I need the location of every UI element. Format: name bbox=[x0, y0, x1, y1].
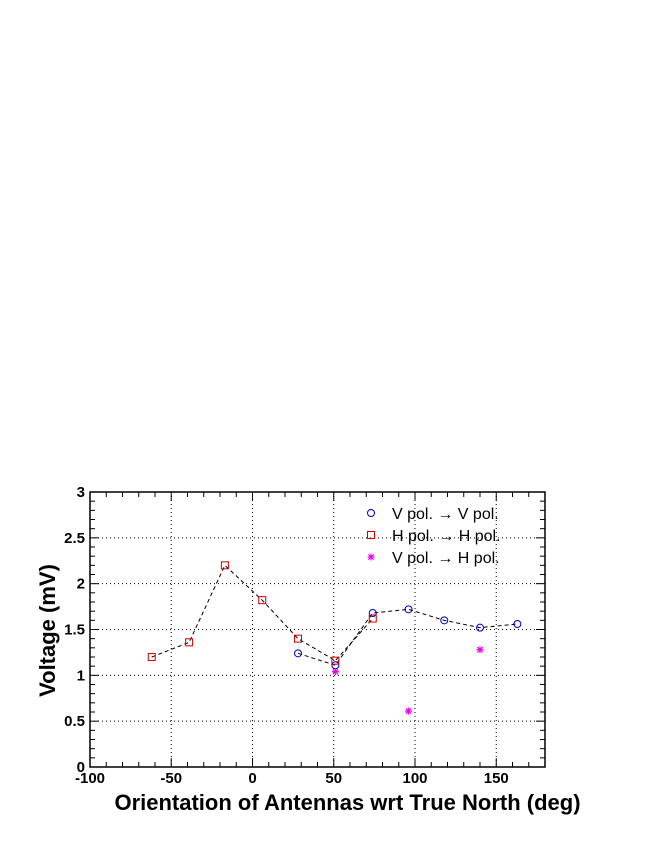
data-point-star bbox=[476, 646, 484, 654]
data-point-square bbox=[368, 614, 377, 623]
data-point-square bbox=[331, 656, 340, 665]
x-axis-title: Orientation of Antennas wrt True North (… bbox=[114, 790, 580, 815]
legend: V pol. → V pol. H pol. → H pol. V pol. → H… bbox=[367, 506, 500, 567]
y-tick-label: 1.5 bbox=[64, 622, 85, 639]
x-tick-label: -100 bbox=[75, 770, 105, 787]
data-point-square bbox=[258, 596, 267, 605]
data-point-circle bbox=[368, 609, 377, 617]
y-axis-title: Voltage (mV) bbox=[35, 564, 60, 697]
y-tick-label: 2.5 bbox=[64, 530, 85, 547]
axes: -100 -50 0 50 100 150 0 0.5 1 1.5 2 2.5 3 bbox=[64, 484, 546, 787]
x-tick-label: 150 bbox=[484, 770, 509, 787]
legend-marker-square bbox=[367, 531, 375, 539]
data-point-square bbox=[220, 561, 229, 570]
data-point-circle bbox=[513, 620, 522, 628]
legend-entry-label: V pol. → H pol. bbox=[392, 550, 500, 567]
data-point-circle bbox=[294, 649, 302, 658]
x-tick-label: 0 bbox=[248, 770, 256, 787]
y-tick-label: 0.5 bbox=[64, 713, 85, 730]
legend-marker-circle bbox=[367, 509, 375, 517]
data-point-circle bbox=[404, 605, 413, 614]
data-point-square bbox=[147, 653, 156, 661]
series-line-0 bbox=[297, 608, 518, 666]
data-point-square bbox=[294, 634, 302, 643]
legend-entry-label: V pol. → V pol. bbox=[392, 506, 499, 523]
data-point-star bbox=[331, 668, 339, 676]
x-tick-label: 50 bbox=[325, 770, 342, 787]
y-tick-label: 0 bbox=[77, 759, 85, 776]
data-point-circle bbox=[440, 616, 449, 625]
x-tick-label: 100 bbox=[402, 770, 427, 787]
series-lines bbox=[151, 564, 518, 666]
data-point-circle bbox=[476, 623, 484, 632]
series-marks bbox=[147, 561, 522, 715]
y-tick-label: 3 bbox=[77, 484, 85, 501]
data-point-star bbox=[405, 707, 412, 715]
series-line-1 bbox=[151, 564, 374, 662]
x-tick-label: -50 bbox=[160, 770, 182, 787]
legend-marker-star bbox=[367, 553, 375, 561]
y-tick-label: 1 bbox=[77, 667, 85, 684]
legend-entry-label: H pol. → H pol. bbox=[392, 528, 500, 545]
y-tick-label: 2 bbox=[77, 576, 85, 593]
data-point-square bbox=[185, 638, 194, 647]
